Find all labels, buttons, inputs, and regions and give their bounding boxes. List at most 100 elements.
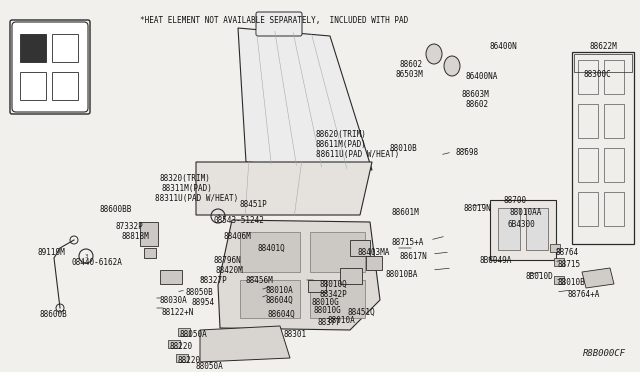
Text: 88220: 88220 [178,356,201,365]
Bar [490,200,556,260]
Bar [498,208,520,250]
Bar [572,52,634,244]
Text: 88377: 88377 [318,318,341,327]
Text: 88600B: 88600B [40,310,68,319]
Polygon shape [196,162,372,215]
Text: 88010G: 88010G [314,306,342,315]
Bar [168,340,180,348]
Bar [604,192,624,226]
Text: 3: 3 [84,253,88,259]
Text: 88715+A: 88715+A [392,238,424,247]
Text: 88311M(PAD): 88311M(PAD) [162,184,213,193]
Text: 88611M(PAD): 88611M(PAD) [316,140,367,149]
Text: 88715: 88715 [558,260,581,269]
Text: 88342P: 88342P [320,290,348,299]
Text: 88620(TRIM): 88620(TRIM) [316,130,367,139]
Text: 88010A: 88010A [266,286,294,295]
Polygon shape [200,326,290,362]
Bar [144,248,156,258]
Text: 88796N: 88796N [214,256,242,265]
Bar [554,276,564,284]
Bar [310,232,365,272]
Text: 88010B: 88010B [390,144,418,153]
Text: 88220: 88220 [170,342,193,351]
Bar [574,54,632,72]
Text: 88617N: 88617N [400,252,428,261]
Text: 88604Q: 88604Q [268,310,296,319]
Bar [550,244,560,252]
Text: 88403MA: 88403MA [358,248,390,257]
Text: 88611U(PAD W/HEAT): 88611U(PAD W/HEAT) [316,150,399,159]
Text: 88456M: 88456M [246,276,274,285]
Text: 88601M: 88601M [392,208,420,217]
Bar [20,72,46,100]
Text: *HEAT ELEMENT NOT AVAILABLE SEPARATELY,  INCLUDED WITH PAD: *HEAT ELEMENT NOT AVAILABLE SEPARATELY, … [140,16,408,25]
Text: 88602: 88602 [400,60,423,69]
Text: 88311U(PAD W/HEAT): 88311U(PAD W/HEAT) [155,194,238,203]
Text: 88050B: 88050B [186,288,214,297]
Text: 88700: 88700 [504,196,527,205]
Text: 86400NA: 86400NA [466,72,499,81]
Text: 88300C: 88300C [584,70,612,79]
Text: 88698: 88698 [456,148,479,157]
Text: 88010Q: 88010Q [320,280,348,289]
Bar [178,328,190,336]
Text: 88764+A: 88764+A [568,290,600,299]
Text: 88420M: 88420M [216,266,244,275]
Bar [604,60,624,94]
Polygon shape [238,28,372,170]
Text: 88602: 88602 [466,100,489,109]
Text: 88818M: 88818M [122,232,150,241]
Bar [526,208,548,250]
Bar [604,148,624,182]
Text: 88622M: 88622M [590,42,618,51]
Text: 87332P: 87332P [116,222,144,231]
Text: 88010BA: 88010BA [386,270,419,279]
Text: 88600BB: 88600BB [100,205,132,214]
Text: 88603M: 88603M [462,90,490,99]
Text: 08440-6162A: 08440-6162A [72,258,123,267]
Text: 88451Q: 88451Q [348,308,376,317]
Bar [578,148,598,182]
Text: 88604Q: 88604Q [265,296,292,305]
Text: 88019N: 88019N [464,204,492,213]
Text: 88030A: 88030A [160,296,188,305]
Text: 08543-51242: 08543-51242 [214,216,265,225]
Text: 88050A: 88050A [180,330,208,339]
Bar [350,240,370,256]
Bar [140,222,158,246]
Text: 8B6049A: 8B6049A [480,256,513,265]
Text: 88050A: 88050A [196,362,224,371]
Text: 88401Q: 88401Q [258,244,285,253]
Bar [578,60,598,94]
Bar [20,34,46,62]
Bar [554,258,564,266]
Bar [578,192,598,226]
Text: 88010G: 88010G [312,298,340,307]
Text: 88451P: 88451P [240,200,268,209]
FancyBboxPatch shape [256,12,302,36]
Text: 86400N: 86400N [490,42,518,51]
Text: 88406M: 88406M [224,232,252,241]
Text: 86503M: 86503M [396,70,424,79]
Text: 88122+N: 88122+N [162,308,195,317]
Text: 3: 3 [216,214,220,218]
Ellipse shape [444,56,460,76]
Bar [176,354,188,362]
Text: 6B4300: 6B4300 [507,220,535,229]
Text: 88764: 88764 [556,248,579,257]
Text: 88301: 88301 [284,330,307,339]
Polygon shape [582,268,614,288]
Text: 8B010D: 8B010D [526,272,554,281]
Text: 88327P: 88327P [200,276,228,285]
Bar [52,72,78,100]
Bar [160,270,182,284]
Bar [310,280,365,318]
Bar [604,104,624,138]
Bar [52,34,78,62]
Text: 88954: 88954 [192,298,215,307]
Text: 88010B: 88010B [558,278,586,287]
Text: 88010AA: 88010AA [510,208,542,217]
Text: R8B000CF: R8B000CF [583,349,626,358]
Text: 88010A: 88010A [328,316,356,325]
